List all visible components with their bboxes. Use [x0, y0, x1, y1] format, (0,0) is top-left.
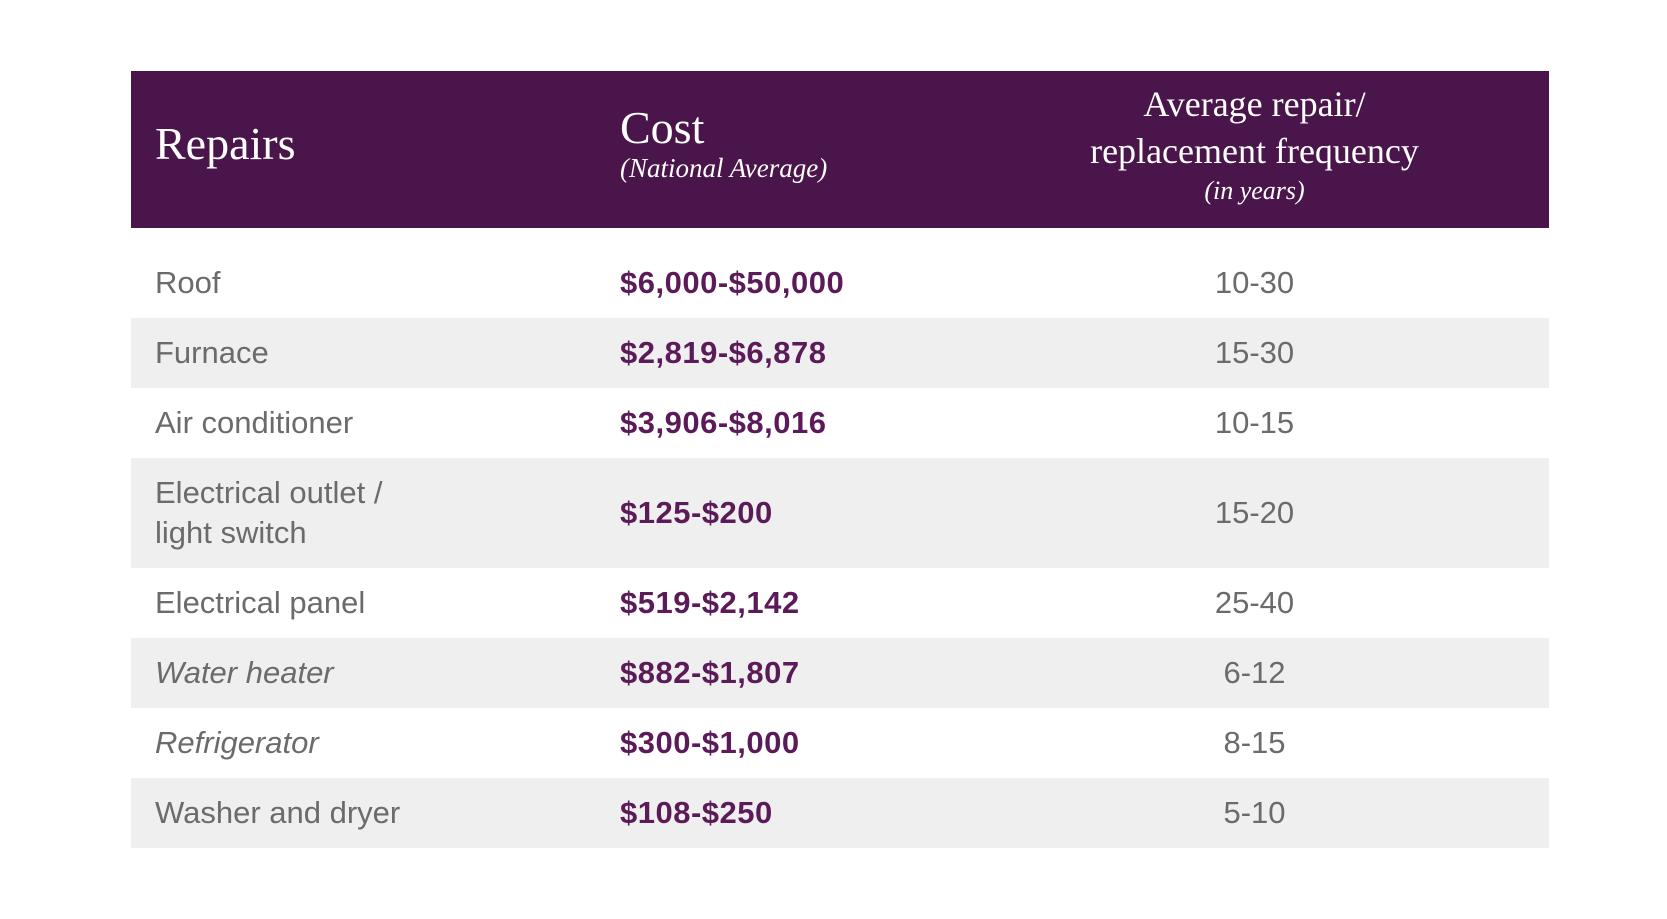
cost-range-cell: $2,819-$6,878 — [620, 335, 827, 370]
repair-name-cell: Furnace — [155, 335, 269, 370]
cost-range-cell: $519-$2,142 — [620, 585, 800, 620]
repair-name-cell: Roof — [155, 265, 221, 300]
table-row: Refrigerator $300-$1,000 8-15 — [131, 708, 1549, 778]
header-cost-title: Cost — [620, 102, 705, 154]
repair-cost-table: Repairs Cost (National Average) Average … — [131, 71, 1549, 848]
header-cost-subtitle: (National Average) — [620, 153, 828, 184]
repair-name-cell: Electrical panel — [155, 585, 366, 620]
table-row: Furnace $2,819-$6,878 15-30 — [131, 318, 1549, 388]
repair-name-cell: Electrical outlet / light switch — [155, 475, 383, 550]
frequency-range-cell: 8-15 — [1223, 725, 1286, 760]
table-body: Roof $6,000-$50,000 10-30 Furnace $2,819… — [131, 228, 1549, 848]
header-cost: Cost (National Average) — [620, 71, 960, 228]
repair-name-cell: Air conditioner — [155, 405, 354, 440]
frequency-range-cell: 5-10 — [1223, 795, 1286, 830]
header-frequency-line1: Average repair/ — [1143, 84, 1366, 125]
cost-range-cell: $300-$1,000 — [620, 725, 800, 760]
header-frequency: Average repair/ replacement frequency (i… — [960, 71, 1549, 228]
table-row: Water heater $882-$1,807 6-12 — [131, 638, 1549, 708]
cost-range-cell: $6,000-$50,000 — [620, 265, 845, 300]
frequency-range-cell: 25-40 — [1214, 585, 1295, 620]
cost-range-cell: $125-$200 — [620, 495, 773, 530]
cost-range-cell: $3,906-$8,016 — [620, 405, 827, 440]
header-frequency-subtitle: (in years) — [1204, 176, 1305, 206]
repair-name-cell: Refrigerator — [155, 725, 319, 760]
frequency-range-cell: 6-12 — [1223, 655, 1286, 690]
table-row: Air conditioner $3,906-$8,016 10-15 — [131, 388, 1549, 458]
repair-name-cell: Water heater — [155, 655, 334, 690]
header-repairs: Repairs — [155, 118, 296, 170]
frequency-range-cell: 10-30 — [1214, 265, 1295, 300]
table-row: Roof $6,000-$50,000 10-30 — [131, 228, 1549, 318]
frequency-range-cell: 10-15 — [1214, 405, 1295, 440]
table-row: Electrical panel $519-$2,142 25-40 — [131, 568, 1549, 638]
cost-range-cell: $108-$250 — [620, 795, 773, 830]
table-header-row: Repairs Cost (National Average) Average … — [131, 71, 1549, 228]
repair-name-cell: Washer and dryer — [155, 795, 401, 830]
header-frequency-line2: replacement frequency — [1090, 131, 1419, 172]
frequency-range-cell: 15-30 — [1214, 335, 1295, 370]
table-row: Washer and dryer $108-$250 5-10 — [131, 778, 1549, 848]
table-row: Electrical outlet / light switch $125-$2… — [131, 458, 1549, 568]
frequency-range-cell: 15-20 — [1214, 495, 1295, 530]
cost-range-cell: $882-$1,807 — [620, 655, 800, 690]
